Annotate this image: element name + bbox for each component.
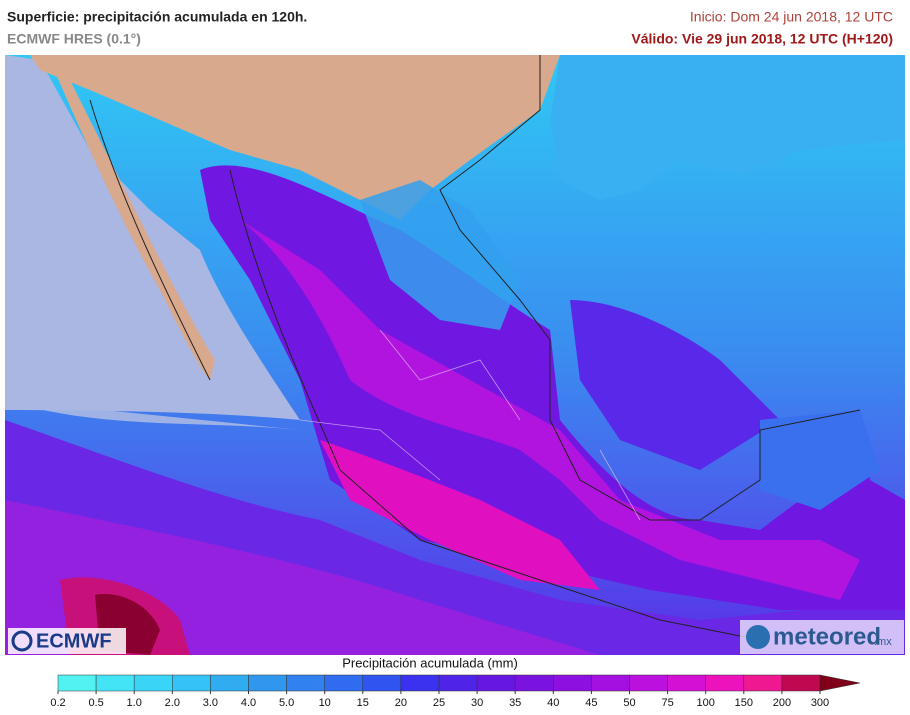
init-time: Inicio: Dom 24 jun 2018, 12 UTC: [690, 9, 893, 25]
meteored-suffix: .mx: [874, 636, 892, 648]
meteored-logo-icon: [746, 625, 770, 649]
colorbar-swatch: [172, 674, 211, 692]
colorbar-tick-label: 300: [811, 697, 829, 709]
colorbar-swatch: [57, 674, 97, 692]
colorbar-swatch: [362, 674, 402, 692]
colorbar-tick-label: 0.5: [88, 697, 103, 709]
colorbar-swatch: [286, 674, 325, 692]
colorbar-swatch: [705, 674, 745, 692]
valid-time: Válido: Vie 29 jun 2018, 12 UTC (H+120): [631, 31, 893, 47]
colorbar-arrow: [819, 674, 861, 692]
colorbar-tick-label: 35: [509, 697, 521, 709]
colorbar-swatch: [95, 674, 135, 692]
colorbar-tick-label: 200: [773, 697, 791, 709]
colorbar-swatch: [591, 674, 630, 692]
colorbar-tick-label: 3.0: [203, 697, 218, 709]
colorbar-tick-label: 50: [623, 697, 635, 709]
legend-label: Precipitación acumulada (mm): [342, 655, 518, 670]
colorbar-tick-label: 15: [357, 697, 369, 709]
colorbar-tick-label: 4.0: [241, 697, 256, 709]
colorbar-swatch: [438, 674, 478, 692]
colorbar-swatch: [781, 674, 821, 692]
colorbar-tick-label: 40: [547, 697, 559, 709]
map: [5, 55, 905, 655]
colorbar-tick-label: 10: [319, 697, 331, 709]
colorbar-tick-label: 100: [697, 697, 715, 709]
colorbar-swatch: [248, 674, 287, 692]
colorbar-swatch: [629, 674, 668, 692]
title: Superficie: precipitación acumulada en 1…: [7, 9, 307, 25]
colorbar-tick-label: 25: [433, 697, 445, 709]
colorbar-swatch: [324, 674, 364, 692]
colorbar-tick-label: 2.0: [165, 697, 180, 709]
colorbar-tick-label: 20: [395, 697, 407, 709]
colorbar-swatch: [210, 674, 249, 692]
ecmwf-logo: ECMWF: [36, 630, 112, 652]
colorbar-swatch: [400, 674, 440, 692]
colorbar-tick-label: 0.2: [50, 697, 65, 709]
meteored-logo: meteored: [773, 623, 881, 650]
colorbar-swatch: [667, 674, 706, 692]
colorbar-tick-label: 150: [735, 697, 753, 709]
colorbar-tick-label: 75: [661, 697, 673, 709]
colorbar-swatch: [514, 674, 554, 692]
colorbar: 0.2 0.5 1.0 2.0 3.0 4.0 5.0 10 15 20 25 30 35 40 45 50 7…: [50, 674, 861, 709]
ecmwf-logo-icon: [11, 630, 33, 652]
colorbar-tick-label: 5.0: [279, 697, 294, 709]
colorbar-tick-label: 30: [471, 697, 483, 709]
colorbar-swatch: [743, 674, 783, 692]
colorbar-swatch: [476, 674, 516, 692]
colorbar-swatch: [133, 674, 173, 692]
colorbar-swatch: [553, 674, 592, 692]
subtitle: ECMWF HRES (0.1°): [7, 31, 141, 47]
colorbar-tick-label: 1.0: [127, 697, 142, 709]
colorbar-tick-label: 45: [585, 697, 597, 709]
